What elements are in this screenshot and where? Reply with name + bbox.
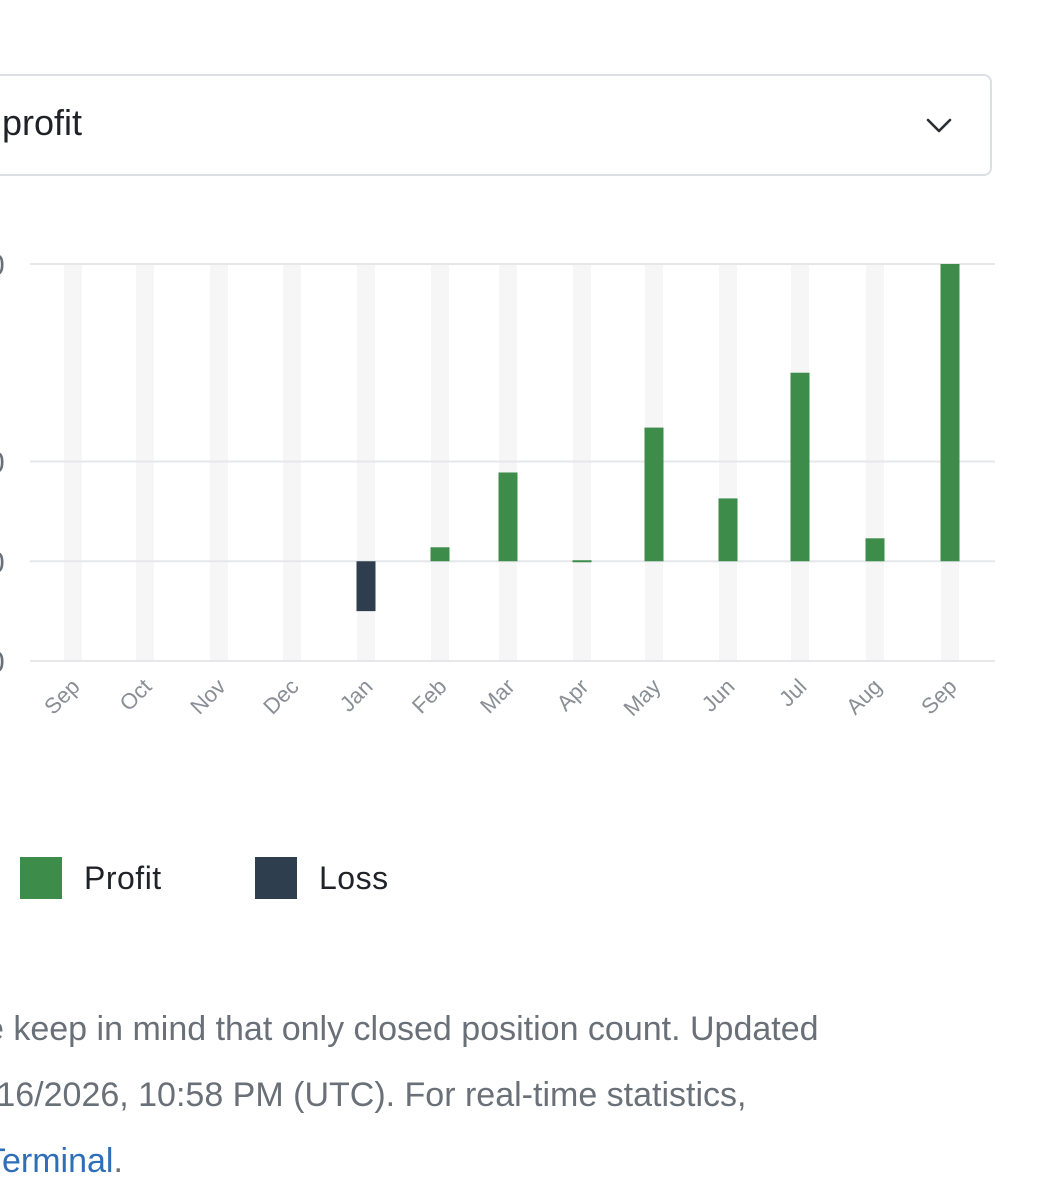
x-tick-label: Feb xyxy=(407,674,451,718)
x-tick-label: Mar xyxy=(475,674,519,718)
x-tick-label: Apr xyxy=(552,674,594,716)
x-tick-label: Sep xyxy=(39,674,84,719)
disclaimer-note: se keep in mind that only closed positio… xyxy=(0,996,1028,1194)
x-tick-label: Jul xyxy=(774,674,812,712)
profit-bar-jul xyxy=(790,372,810,562)
profit-loss-chart: 0 0 0 0 Sep Oct Nov Dec Jan Feb Mar Apr May Jun Jul Aug… xyxy=(0,249,995,721)
y-tick-label: 0 xyxy=(0,447,5,480)
x-tick-label: Jun xyxy=(697,674,740,717)
loss-bar-jan xyxy=(356,561,376,612)
metric-dropdown[interactable]: t profit xyxy=(0,74,992,176)
y-tick-label: 0 xyxy=(0,249,5,282)
profit-bar-may xyxy=(644,427,664,562)
x-tick-label: Jan xyxy=(335,674,378,717)
note-line-1: se keep in mind that only closed positio… xyxy=(0,1010,819,1048)
legend-label-profit: Profit xyxy=(84,859,162,896)
note-line-3: kTerminal. xyxy=(0,1128,1028,1194)
chevron-down-icon[interactable] xyxy=(926,112,952,138)
profit-bar-apr xyxy=(572,560,592,563)
legend-item-loss: Loss xyxy=(255,856,389,900)
profit-bar-feb xyxy=(430,547,450,562)
legend-item-profit: Profit xyxy=(20,856,162,900)
profit-bar-sep xyxy=(940,264,960,562)
x-tick-label: Sep xyxy=(916,674,961,719)
profit-bar-mar xyxy=(498,472,518,562)
legend-swatch-loss xyxy=(255,857,297,899)
profit-bar-aug xyxy=(865,538,885,562)
x-tick-label: Oct xyxy=(115,674,157,716)
terminal-link[interactable]: Terminal xyxy=(0,1142,114,1180)
legend-label-loss: Loss xyxy=(319,859,389,896)
y-tick-label: 0 xyxy=(0,546,5,579)
x-tick-label: Aug xyxy=(841,674,886,719)
dropdown-selected-value: t profit xyxy=(0,102,83,143)
x-tick-label: Nov xyxy=(185,674,230,719)
legend-swatch-profit xyxy=(20,857,62,899)
note-line-2: 9/16/2026, 10:58 PM (UTC). For real-time… xyxy=(0,1076,747,1114)
x-tick-label: May xyxy=(618,674,665,721)
x-tick-label: Dec xyxy=(258,674,303,719)
y-tick-label: 0 xyxy=(0,646,5,679)
note-line-3-suffix: . xyxy=(113,1142,123,1180)
profit-bar-jun xyxy=(718,498,738,562)
